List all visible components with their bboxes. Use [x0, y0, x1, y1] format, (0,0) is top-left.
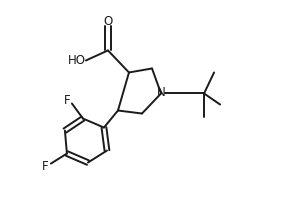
Text: F: F: [42, 159, 48, 172]
Text: F: F: [64, 93, 71, 106]
Text: N: N: [157, 86, 166, 99]
Text: HO: HO: [68, 54, 86, 67]
Text: O: O: [103, 15, 113, 28]
